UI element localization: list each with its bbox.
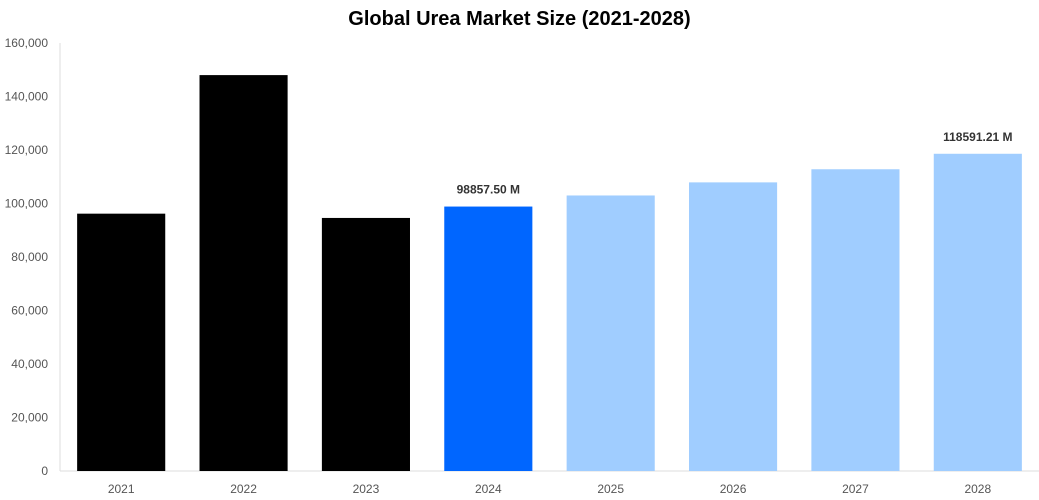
x-tick-label: 2021: [108, 482, 135, 496]
x-tick-label: 2027: [842, 482, 869, 496]
data-label-2028: 118591.21 M: [943, 130, 1012, 144]
y-tick-label: 100,000: [5, 197, 49, 211]
bar-2025: [566, 195, 655, 471]
bar-2021: [77, 213, 166, 472]
bar-2028: [933, 153, 1022, 472]
y-tick-label: 20,000: [11, 411, 48, 425]
y-tick-label: 80,000: [11, 250, 48, 264]
bar-2022: [199, 75, 288, 471]
x-tick-label: 2026: [720, 482, 747, 496]
chart-title: Global Urea Market Size (2021-2028): [348, 8, 691, 30]
y-tick-label: 0: [41, 464, 48, 478]
x-tick-label: 2022: [230, 482, 257, 496]
x-tick-label: 2023: [353, 482, 380, 496]
data-label-2024: 98857.50 M: [457, 183, 520, 197]
bar-2026: [689, 182, 778, 471]
bar-2023: [321, 217, 410, 471]
bar-2027: [811, 169, 900, 471]
y-tick-label: 40,000: [11, 357, 48, 371]
y-tick-label: 120,000: [5, 143, 49, 157]
x-tick-label: 2028: [964, 482, 991, 496]
y-tick-label: 60,000: [11, 304, 48, 318]
y-tick-label: 140,000: [5, 90, 49, 104]
x-tick-label: 2024: [475, 482, 502, 496]
y-tick-label: 160,000: [5, 36, 49, 50]
x-tick-label: 2025: [597, 482, 624, 496]
bar-2024: [444, 206, 533, 471]
